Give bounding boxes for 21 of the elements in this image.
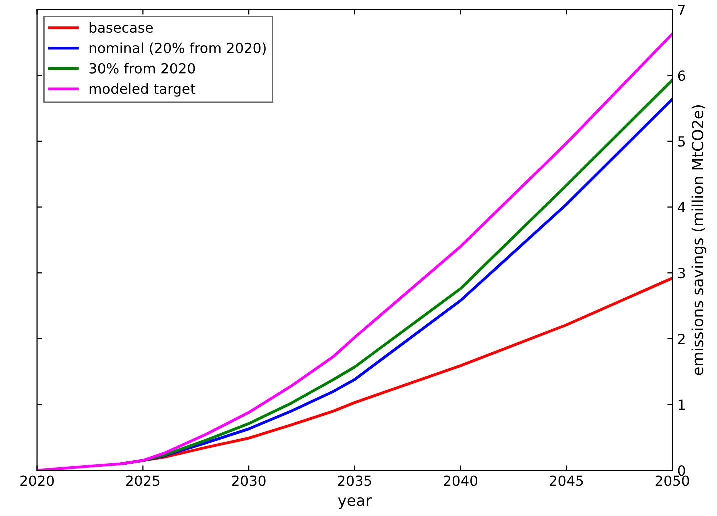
legend-label: modeled target: [90, 83, 196, 97]
y-tick-label: 2: [678, 334, 685, 344]
legend-label: nominal (20% from 2020): [90, 42, 266, 56]
y-tick-label: 7: [678, 4, 686, 16]
y-tick-label: 6: [678, 70, 686, 82]
y-tick-label: 3: [678, 268, 686, 279]
y-tick-label: 0: [678, 466, 686, 476]
y-tick-label: 4: [678, 202, 686, 213]
y-axis-title: emissions savings (million MtCO2e): [692, 106, 707, 376]
x-tick-label: 2035: [338, 476, 372, 486]
legend-label: 30% from 2020: [90, 63, 196, 74]
x-axis-title: year: [338, 498, 372, 510]
x-tick-label: 2045: [550, 476, 584, 486]
legend-label: basecase: [90, 22, 153, 34]
x-tick-label: 2020: [20, 476, 54, 486]
y-tick-label: 1: [678, 400, 685, 410]
x-tick-label: 2040: [444, 476, 478, 486]
x-tick-label: 2050: [656, 476, 690, 486]
y-tick-label: 5: [678, 136, 686, 147]
x-tick-label: 2025: [126, 476, 160, 486]
x-tick-label: 2030: [232, 476, 266, 486]
